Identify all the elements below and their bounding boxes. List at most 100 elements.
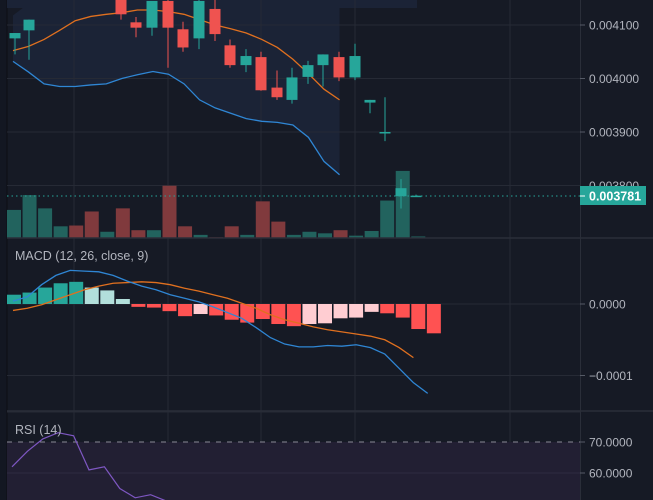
volume-bar [302, 231, 317, 238]
bollinger-lower-line [12, 60, 340, 176]
macd-histogram-bar [411, 304, 426, 330]
bollinger-basis-line [12, 9, 340, 101]
candle-body [410, 195, 422, 198]
rsi-grid [7, 411, 580, 474]
macd-histogram-bar [84, 287, 99, 304]
macd-histogram-bar [193, 304, 208, 315]
macd-histogram-bar [380, 304, 395, 314]
volume-bar [131, 230, 146, 238]
volume-bar [395, 170, 410, 238]
axis-background [580, 0, 653, 500]
price-axis[interactable]: 0.004100 0.004000 0.003900 0.003800 0.00… [580, 0, 653, 500]
last-price-badge: 0.003781 [580, 186, 646, 205]
volume-bar [411, 236, 426, 238]
candle-body [9, 33, 21, 39]
macd-histogram-bar [7, 294, 21, 304]
candle-body [317, 54, 329, 66]
volume-bar [380, 200, 395, 238]
rsi-line [11, 432, 166, 500]
macd-histogram-bar [426, 304, 441, 334]
price-tick-label: 0.004100 [589, 19, 639, 33]
candle-body [23, 19, 35, 31]
candle-body [224, 45, 236, 66]
macd-tick-label: 0.0000 [589, 298, 626, 312]
volume-bar [349, 235, 364, 238]
volume-bar [38, 208, 53, 238]
volume-bar [286, 234, 301, 238]
macd-histogram-bar [318, 304, 332, 324]
volume-bar [333, 230, 348, 238]
volume-bar [100, 231, 115, 238]
volume-bar [193, 234, 208, 238]
macd-histogram-bar [22, 292, 37, 304]
macd-histogram-bar [162, 304, 177, 312]
candle-body [379, 132, 391, 134]
volume-bar [271, 221, 286, 238]
macd-histogram-bar [146, 304, 161, 308]
macd-histogram-bar [395, 304, 410, 318]
candle-body [333, 57, 345, 78]
volume-bar [162, 185, 177, 238]
macd-histogram-bar [302, 304, 317, 325]
macd-histogram-bar [178, 304, 193, 317]
macd-tick-label: −0.0001 [589, 369, 633, 383]
candle-body [146, 0, 158, 28]
rsi-pane[interactable]: RSI (14) [7, 411, 580, 500]
candle-body [162, 0, 174, 28]
volume-bar [240, 234, 255, 238]
bollinger-band-fill [7, 0, 417, 8]
macd-histogram-bar [100, 290, 115, 304]
macd-histogram [7, 281, 441, 334]
volume-bar [69, 225, 84, 238]
candle-body [209, 8, 221, 35]
macd-histogram-bar [271, 304, 286, 325]
volume-bar [7, 209, 21, 238]
macd-line [12, 269, 429, 394]
rsi-band-background [7, 442, 580, 500]
volume-bars [7, 170, 426, 238]
macd-histogram-bar [38, 287, 53, 304]
volume-bar [22, 195, 37, 238]
candlesticks [9, 0, 422, 209]
price-pane[interactable] [7, 0, 580, 500]
last-price-badge-background [580, 186, 646, 205]
volume-bar [224, 226, 239, 238]
macd-histogram-bar [209, 304, 224, 316]
candle-body [364, 99, 376, 103]
volume-bar [318, 233, 332, 238]
candle-body [286, 77, 298, 100]
rsi-tick-label: 60.0000 [589, 467, 633, 481]
candle-body [130, 22, 142, 28]
macd-pane[interactable]: MACD (12, 26, close, 9) [7, 249, 580, 394]
macd-histogram-bar [131, 304, 146, 307]
candle-body [255, 57, 267, 91]
volume-bar [364, 230, 379, 238]
macd-histogram-bar [53, 283, 68, 304]
macd-histogram-bar [333, 304, 348, 319]
macd-histogram-bar [240, 304, 255, 323]
left-edge [0, 0, 7, 500]
last-price-value: 0.003781 [589, 190, 641, 204]
volume-bar [84, 211, 99, 238]
candle-body [115, 0, 127, 15]
candle-body [193, 0, 205, 39]
rsi-tick-label: 70.0000 [589, 436, 633, 450]
volume-bar [53, 226, 68, 238]
bollinger-lines [12, 9, 340, 176]
bollinger-fill [7, 0, 417, 175]
macd-histogram-bar [115, 298, 130, 304]
candle-body [177, 29, 189, 48]
candle-body [302, 65, 314, 77]
macd-signal-line [12, 281, 414, 359]
bollinger-band-fill [13, 0, 340, 175]
macd-histogram-bar [349, 304, 364, 318]
macd-histogram-bar [364, 304, 379, 312]
rsi-title: RSI (14) [15, 423, 62, 437]
price-tick-label: 0.004000 [589, 72, 639, 86]
volume-bar [146, 230, 161, 238]
candle-body [349, 56, 361, 78]
volume-bar [178, 226, 193, 238]
volume-bar [115, 208, 130, 238]
volume-bar [255, 201, 270, 238]
